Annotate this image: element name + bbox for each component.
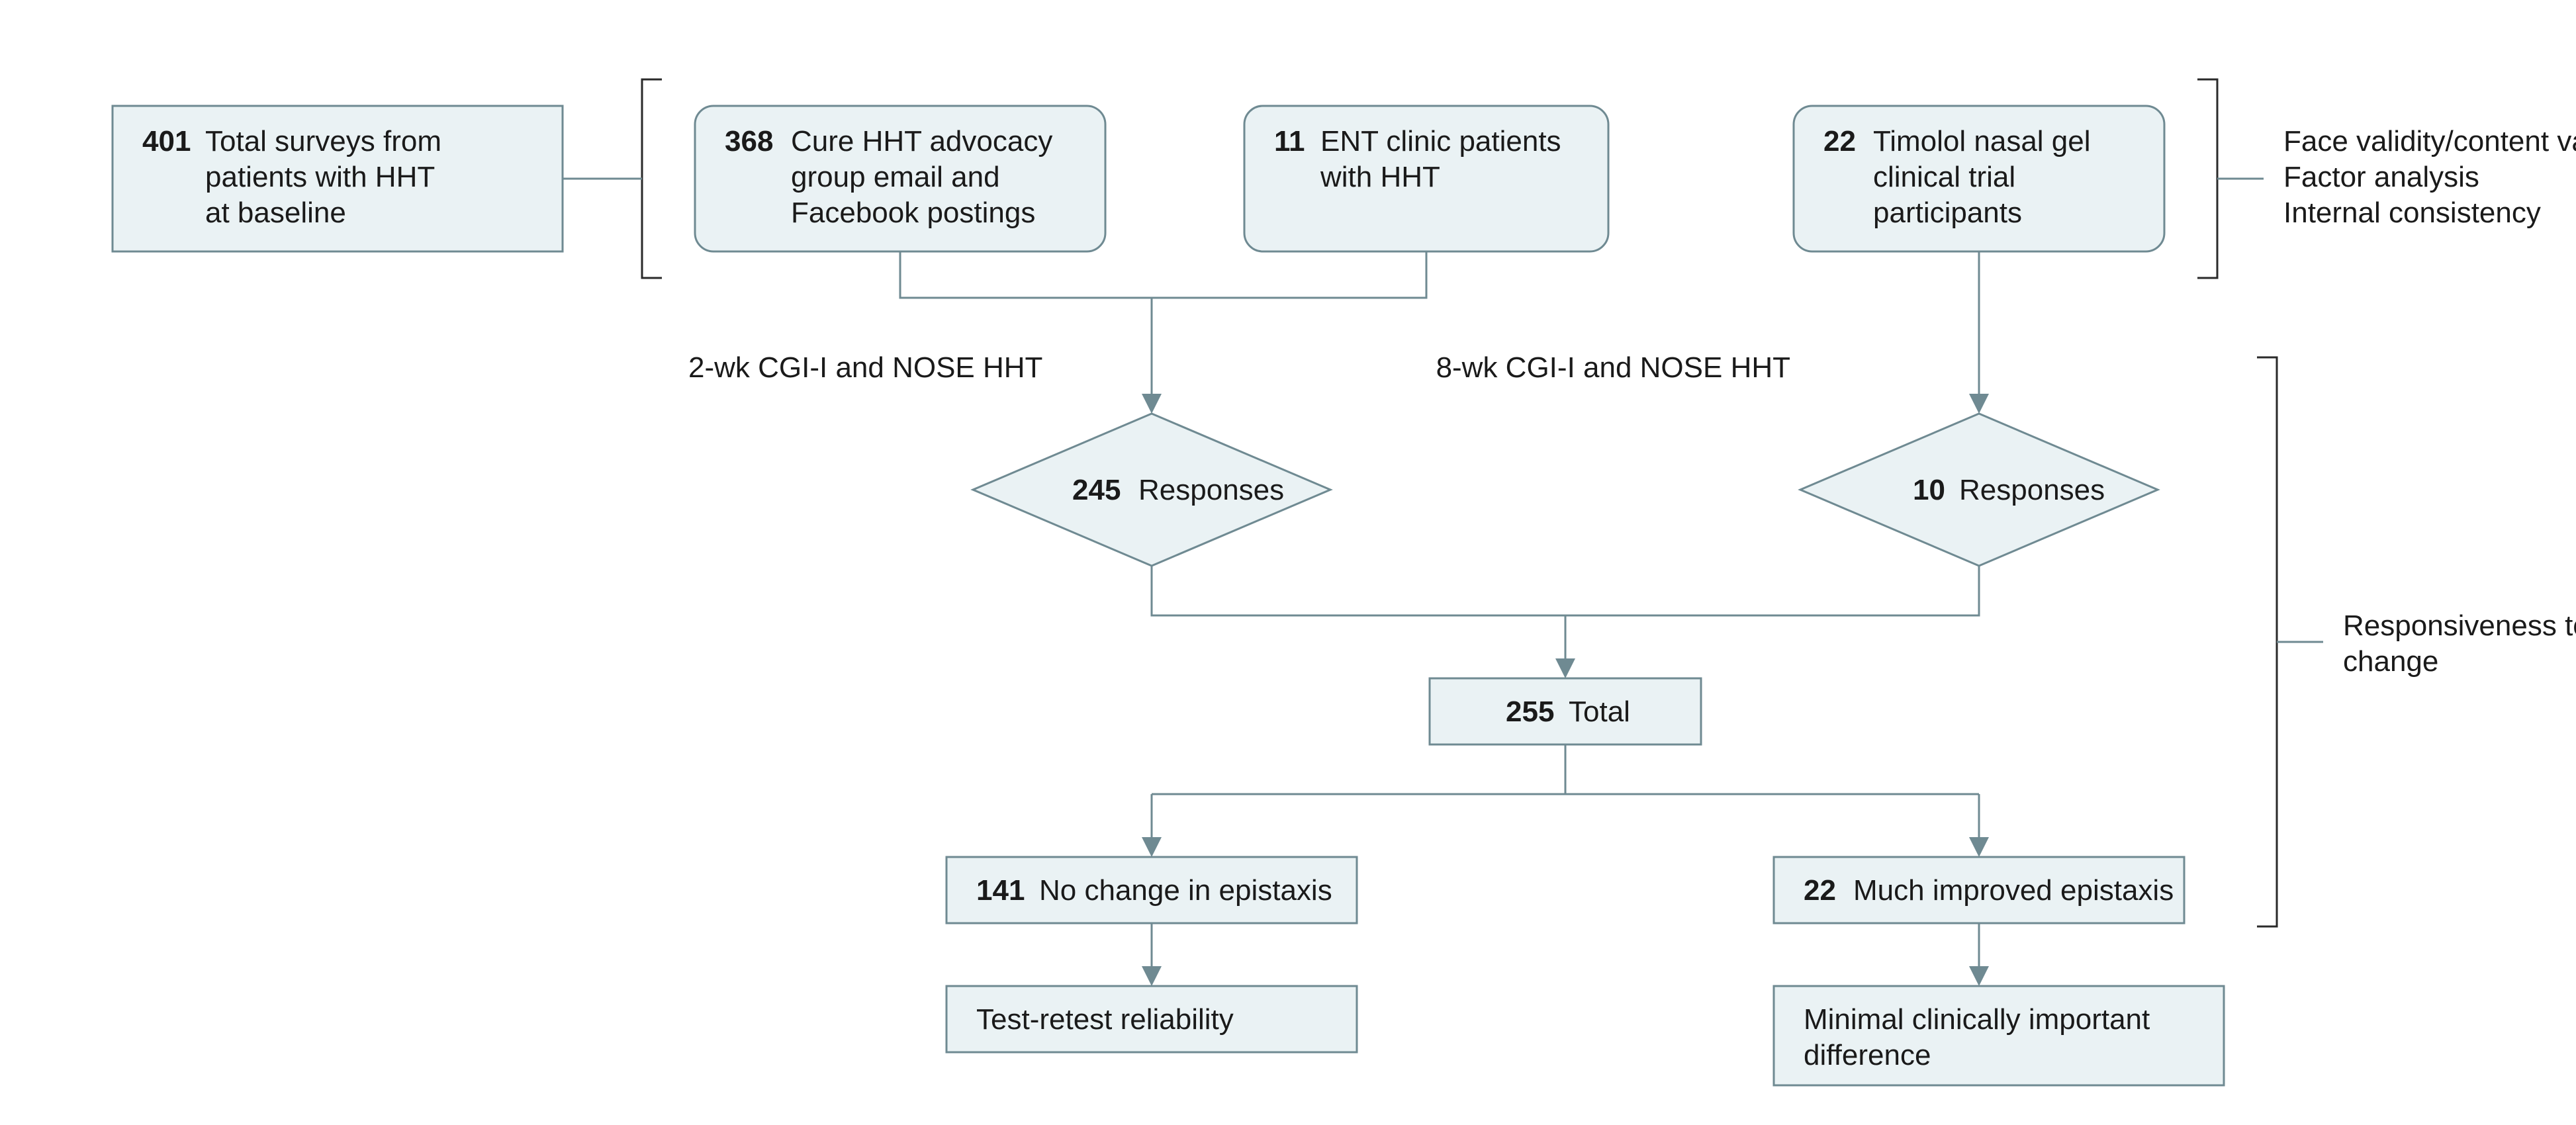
txt-test-retest-0: Test-retest reliability: [976, 1003, 1234, 1036]
conn-cure-down: [900, 251, 1152, 298]
txt-mcid-0: Minimal clinically important: [1804, 1003, 2150, 1036]
num-255: 255: [1506, 696, 1554, 728]
side-top-0: Face validity/content validity: [2283, 125, 2576, 158]
label-eight-wk: 8-wk CGI-I and NOSE HHT: [1436, 351, 1790, 384]
side-top-2: Internal consistency: [2283, 197, 2541, 229]
txt-cure-hht-1: group email and: [791, 161, 1000, 193]
side-top-1: Factor analysis: [2283, 161, 2479, 193]
num-resp-right: 10: [1913, 474, 1945, 506]
txt-ent-clinic-0: ENT clinic patients: [1320, 125, 1561, 158]
node-total-255: [1430, 678, 1701, 744]
num-resp-left: 245: [1072, 474, 1121, 506]
txt-ent-clinic-1: with HHT: [1320, 161, 1440, 193]
txt-total-baseline-0: Total surveys from: [205, 125, 441, 158]
num-timolol: 22: [1823, 125, 1856, 158]
num-total-baseline: 401: [142, 125, 191, 158]
num-cure-hht: 368: [725, 125, 773, 158]
txt-timolol-0: Timolol nasal gel: [1873, 125, 2091, 158]
conn-resp-right-down: [1565, 566, 1979, 615]
num-ent-clinic: 11: [1274, 125, 1305, 158]
txt-no-change-0: No change in epistaxis: [1039, 874, 1332, 907]
label-two-wk: 2-wk CGI-I and NOSE HHT: [688, 351, 1042, 384]
bracket-right-bottom: [2257, 357, 2277, 926]
txt-improved-0: Much improved epistaxis: [1853, 874, 2174, 907]
side-bottom-1: change: [2343, 645, 2438, 678]
txt-cure-hht-0: Cure HHT advocacy: [791, 125, 1052, 158]
bracket-left: [642, 79, 662, 278]
txt-total-baseline-1: patients with HHT: [205, 161, 435, 193]
conn-ent-down: [1152, 251, 1426, 298]
txt-255-0: Total: [1569, 696, 1630, 728]
side-bottom-0: Responsiveness to: [2343, 609, 2576, 642]
bracket-right-top: [2197, 79, 2217, 278]
conn-resp-left-down: [1152, 566, 1565, 615]
txt-timolol-2: participants: [1873, 197, 2022, 229]
txt-mcid-1: difference: [1804, 1039, 1931, 1071]
txt-cure-hht-2: Facebook postings: [791, 197, 1035, 229]
txt-total-baseline-2: at baseline: [205, 197, 346, 229]
num-no-change: 141: [976, 874, 1025, 907]
txt-resp-right-0: Responses: [1959, 474, 2105, 506]
txt-resp-left-0: Responses: [1138, 474, 1284, 506]
num-improved: 22: [1804, 874, 1836, 907]
txt-timolol-1: clinical trial: [1873, 161, 2015, 193]
